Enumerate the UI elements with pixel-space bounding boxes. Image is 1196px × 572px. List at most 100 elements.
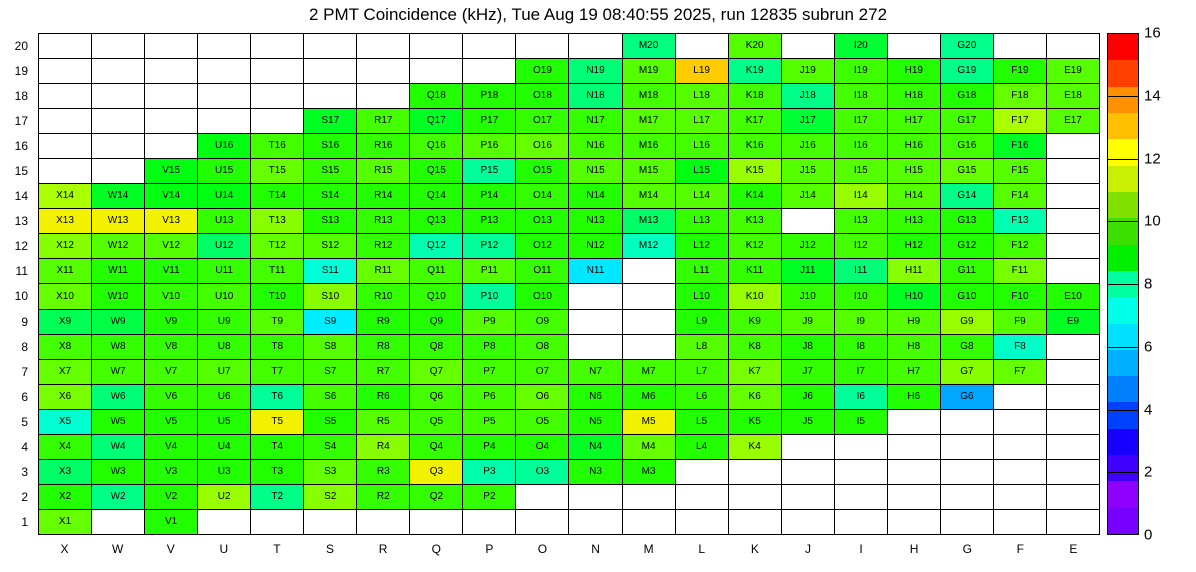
x-axis-tick-T: T [273,542,281,556]
heatmap-cell: E19 [1046,59,1100,85]
heatmap-cell: T4 [251,434,305,460]
y-axis-tick-18: 18 [14,88,28,103]
heatmap-cell: J17 [781,109,835,135]
heatmap-cell: X1 [39,509,93,535]
heatmap-cell: R7 [357,359,411,385]
heatmap-cell: K5 [728,409,782,435]
heatmap-cell [781,209,835,235]
heatmap-cell: I7 [834,359,888,385]
heatmap-cell: K20 [728,34,782,60]
heatmap-cell [304,509,358,535]
heatmap-cell [834,459,888,485]
heatmap-cell: T14 [251,184,305,210]
heatmap-cell: H6 [887,384,941,410]
heatmap-cell: G13 [940,209,994,235]
heatmap-cell [198,509,252,535]
heatmap-cell [993,484,1047,510]
heatmap-cell: I14 [834,184,888,210]
heatmap-cell [675,509,729,535]
heatmap-cell: H12 [887,234,941,260]
heatmap-cell [940,509,994,535]
heatmap-cell: K11 [728,259,782,285]
heatmap-cell: T5 [251,409,305,435]
heatmap-cell: S3 [304,459,358,485]
heatmap-cell: N6 [569,384,623,410]
y-axis-tick-3: 3 [21,465,28,480]
heatmap-cell: G20 [940,34,994,60]
heatmap-cell [1046,159,1100,185]
heatmap-cell: W10 [92,284,146,310]
heatmap-cell: P11 [463,259,517,285]
heatmap-cell: O14 [516,184,570,210]
heatmap-cell: P7 [463,359,517,385]
heatmap-cell: V11 [145,259,199,285]
heatmap-grid: M20 K20 I20 G20 O19 N19 M19 L19 K19 J19 I19 H19 G19 F… [38,33,1100,535]
heatmap-cell [1046,134,1100,160]
colorbar-tick-label-10: 10 [1144,212,1161,230]
heatmap-cell: U14 [198,184,252,210]
heatmap-cell: R4 [357,434,411,460]
heatmap-cell: O6 [516,384,570,410]
heatmap-cell: T8 [251,334,305,360]
heatmap-cell: K4 [728,434,782,460]
heatmap-cell: T9 [251,309,305,335]
heatmap-cell [39,134,93,160]
heatmap-cell: U15 [198,159,252,185]
heatmap-cell [622,284,676,310]
heatmap-cell: N5 [569,409,623,435]
heatmap-cell [569,309,623,335]
heatmap-cell: W9 [92,309,146,335]
heatmap-cell: W6 [92,384,146,410]
heatmap-cell [569,334,623,360]
colorbar-tick-label-14: 14 [1144,87,1161,105]
heatmap-cell [1046,334,1100,360]
heatmap-cell: H17 [887,109,941,135]
heatmap-cell [145,134,199,160]
x-axis-tick-Q: Q [431,542,441,556]
heatmap-cell: T11 [251,259,305,285]
heatmap-cell: H14 [887,184,941,210]
y-axis-tick-19: 19 [14,63,28,78]
colorbar-band [1108,507,1138,534]
heatmap-cell: J18 [781,84,835,110]
heatmap-cell: S8 [304,334,358,360]
heatmap-cell [675,34,729,60]
heatmap-cell: Q4 [410,434,464,460]
x-axis-tick-S: S [326,542,335,556]
heatmap-cell: U6 [198,384,252,410]
colorbar-band [1108,455,1138,482]
heatmap-cell [251,109,305,135]
heatmap-cell: F12 [993,234,1047,260]
heatmap-cell: I20 [834,34,888,60]
heatmap-cell: M4 [622,434,676,460]
heatmap-cell: U7 [198,359,252,385]
heatmap-cell: I5 [834,409,888,435]
heatmap-cell: S16 [304,134,358,160]
heatmap-cell [39,159,93,185]
heatmap-cell [410,59,464,85]
heatmap-cell [887,459,941,485]
heatmap-cell [1046,509,1100,535]
heatmap-cell: P2 [463,484,517,510]
heatmap-cell: V14 [145,184,199,210]
heatmap-cell: H15 [887,159,941,185]
heatmap-cell [516,509,570,535]
heatmap-cell [516,484,570,510]
heatmap-cell: M18 [622,84,676,110]
heatmap-cell: F18 [993,84,1047,110]
heatmap-cell: S9 [304,309,358,335]
x-axis-tick-J: J [804,542,811,556]
heatmap-cell [410,509,464,535]
heatmap-cell: H8 [887,334,941,360]
heatmap-cell [993,434,1047,460]
heatmap-cell: N13 [569,209,623,235]
heatmap-cell: W7 [92,359,146,385]
heatmap-cell: V1 [145,509,199,535]
heatmap-cell: P16 [463,134,517,160]
heatmap-cell: O13 [516,209,570,235]
heatmap-cell: G15 [940,159,994,185]
colorbar-tick-label-2: 2 [1144,463,1153,481]
heatmap-cell: N16 [569,134,623,160]
heatmap-cell: E18 [1046,84,1100,110]
heatmap-cell: K18 [728,84,782,110]
